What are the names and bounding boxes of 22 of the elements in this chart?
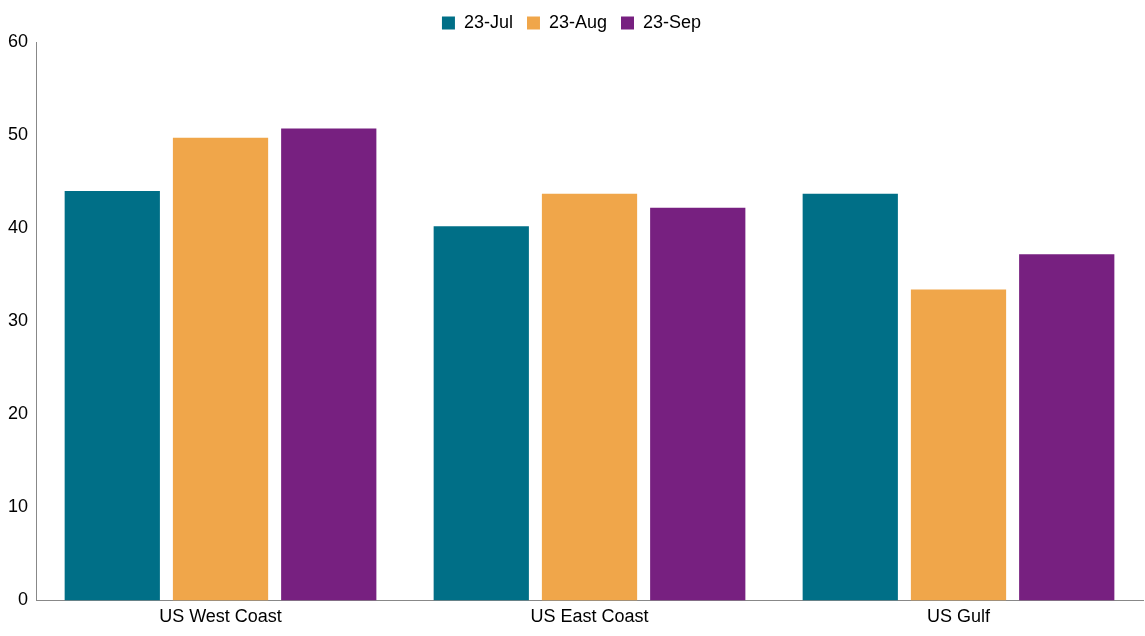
- bar: [64, 190, 160, 601]
- bar: [1019, 254, 1115, 601]
- y-tick-label: 20: [7, 403, 29, 424]
- bar: [172, 137, 269, 601]
- legend-label: 23-Aug: [548, 11, 608, 32]
- bar: [541, 193, 638, 601]
- y-tick-label: 60: [7, 30, 29, 51]
- y-tick-label: 50: [7, 124, 29, 145]
- x-tick-label: US Gulf: [926, 606, 991, 627]
- bar: [910, 289, 1007, 601]
- bar: [281, 128, 377, 601]
- y-tick-label: 10: [7, 496, 29, 517]
- x-tick-label: US East Coast: [530, 606, 649, 627]
- bar: [650, 207, 746, 601]
- y-tick-label: 40: [7, 217, 29, 238]
- legend-label: 23-Sep: [643, 11, 702, 32]
- x-tick-label: US West Coast: [159, 606, 282, 627]
- y-tick-label: 0: [18, 589, 29, 610]
- bar: [433, 226, 529, 601]
- bar: [802, 193, 898, 601]
- legend-label: 23-Jul: [463, 11, 513, 32]
- y-tick-label: 30: [7, 310, 29, 331]
